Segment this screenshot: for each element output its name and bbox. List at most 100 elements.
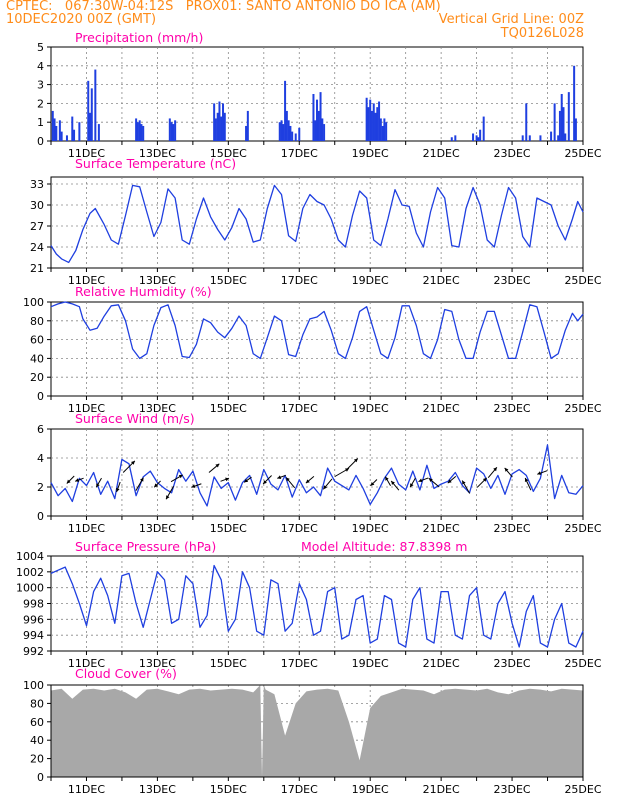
precip-bar <box>289 125 292 141</box>
precip-bar <box>97 124 100 141</box>
rh-xtick-label: 19DEC <box>352 402 389 415</box>
wind-ytick-label: 0 <box>37 510 44 523</box>
wind-arrow-head <box>166 495 170 500</box>
rh-ytick-label: 60 <box>30 334 44 347</box>
wind-arrow-head <box>353 458 358 463</box>
cloud-xtick-label: 21DEC <box>423 783 460 796</box>
wind-frame <box>50 428 584 517</box>
cloud-xtick-label: 15DEC <box>210 783 247 796</box>
precip-bar <box>55 125 58 141</box>
precip-xtick-label: 13DEC <box>139 147 176 160</box>
precip-xtick-label: 21DEC <box>423 147 460 160</box>
precip-bar <box>65 135 68 141</box>
temp-xtick-label: 25DEC <box>564 274 601 287</box>
wind-arrow-head <box>191 484 196 488</box>
wind-arrow-head <box>323 485 327 490</box>
precip-bar <box>278 122 281 141</box>
precip-bar <box>140 124 143 141</box>
pres-title: Surface Pressure (hPa) <box>75 539 216 554</box>
precip-bar <box>383 118 386 141</box>
rh-ytick-label: 20 <box>30 371 44 384</box>
wind-arrow-head <box>96 483 100 488</box>
wind-arrow <box>262 475 272 485</box>
precip-bar <box>450 137 453 141</box>
precip-bar <box>525 103 528 141</box>
wind-xtick-label: 17DEC <box>281 522 318 535</box>
rh-ytick-label: 80 <box>30 315 44 328</box>
wind-arrow-head <box>504 467 509 472</box>
precip-bar <box>78 122 81 141</box>
temp-xtick-label: 13DEC <box>139 274 176 287</box>
precip-bar <box>142 125 145 141</box>
wind-arrow-head <box>66 479 71 484</box>
cloud-xtick-label: 17DEC <box>281 783 318 796</box>
temp-xtick-label: 15DEC <box>210 274 247 287</box>
precip-bar <box>282 124 285 141</box>
rh-xtick-label: 13DEC <box>139 402 176 415</box>
cloud-xtick-label: 25DEC <box>564 783 601 796</box>
wind-arrow <box>524 477 532 491</box>
rh-frame <box>50 301 584 397</box>
precip-bar <box>280 120 283 141</box>
wind-arrow-head <box>391 481 395 485</box>
wind-arrow-head <box>277 475 282 479</box>
wind-arrow <box>370 479 378 487</box>
precip-ytick-label: 4 <box>37 60 44 73</box>
precip-ytick-label: 1 <box>37 116 44 129</box>
wind-ytick-label: 6 <box>37 423 44 436</box>
wind-xtick-label: 23DEC <box>494 522 531 535</box>
wind-arrow <box>418 477 429 483</box>
wind-arrow-head <box>116 488 120 492</box>
wind-arrow-head <box>131 460 135 465</box>
wind-arrow <box>220 477 230 482</box>
wind-arrow <box>504 467 513 478</box>
precip-bar <box>482 116 485 141</box>
wind-arrow <box>74 477 84 482</box>
wind-arrow-head <box>418 478 423 483</box>
wind-arrow <box>153 480 161 488</box>
temp-xtick-label: 11DEC <box>68 274 105 287</box>
precip-bar <box>479 129 482 141</box>
precip-bar <box>53 118 56 141</box>
precip-bar <box>372 103 375 141</box>
precip-bar <box>367 107 370 141</box>
wind-arrow-head <box>286 477 290 482</box>
rh-title: Relative Humidity (%) <box>75 284 212 299</box>
wind-arrow-head <box>263 480 267 484</box>
precip-bar <box>170 122 173 141</box>
pres-annotation: Model Altitude: 87.8398 m <box>301 539 467 554</box>
wind-arrow-head <box>244 478 249 483</box>
temp-ytick-label: 24 <box>30 241 44 254</box>
wind-arrow <box>334 467 350 478</box>
rh-xtick-label: 25DEC <box>564 402 601 415</box>
wind-arrow <box>390 480 400 491</box>
wind-arrow <box>170 474 184 483</box>
wind-xtick-label: 21DEC <box>423 522 460 535</box>
temp-ytick-label: 30 <box>30 199 44 212</box>
wind-arrow <box>191 483 202 488</box>
wind-arrow-head <box>524 478 529 482</box>
cloud-xtick-label: 11DEC <box>68 783 105 796</box>
cloud-ytick-label: 20 <box>30 753 44 766</box>
cloud-area <box>51 685 583 777</box>
precip-bar <box>60 131 63 141</box>
rh-xtick-label: 17DEC <box>281 402 318 415</box>
precip-bar <box>90 88 93 141</box>
rh-line <box>50 301 584 360</box>
temp-ytick-label: 27 <box>30 220 44 233</box>
pres-xtick-label: 23DEC <box>494 657 531 670</box>
precip-bar <box>317 110 320 141</box>
wind-arrow <box>461 480 471 494</box>
precip-xtick-label: 19DEC <box>352 147 389 160</box>
wind-arrow-head <box>537 471 542 475</box>
wind-xtick-label: 13DEC <box>139 522 176 535</box>
cloud-ytick-label: 40 <box>30 734 44 747</box>
precip-bar <box>245 125 248 141</box>
rh-ytick-label: 0 <box>37 390 44 403</box>
precip-bar <box>553 103 556 141</box>
wind-arrow <box>487 467 498 478</box>
rh-ytick-label: 40 <box>30 352 44 365</box>
precip-bar <box>51 110 54 141</box>
pres-ytick-label: 1004 <box>16 550 44 563</box>
wind-arrow <box>384 476 391 486</box>
